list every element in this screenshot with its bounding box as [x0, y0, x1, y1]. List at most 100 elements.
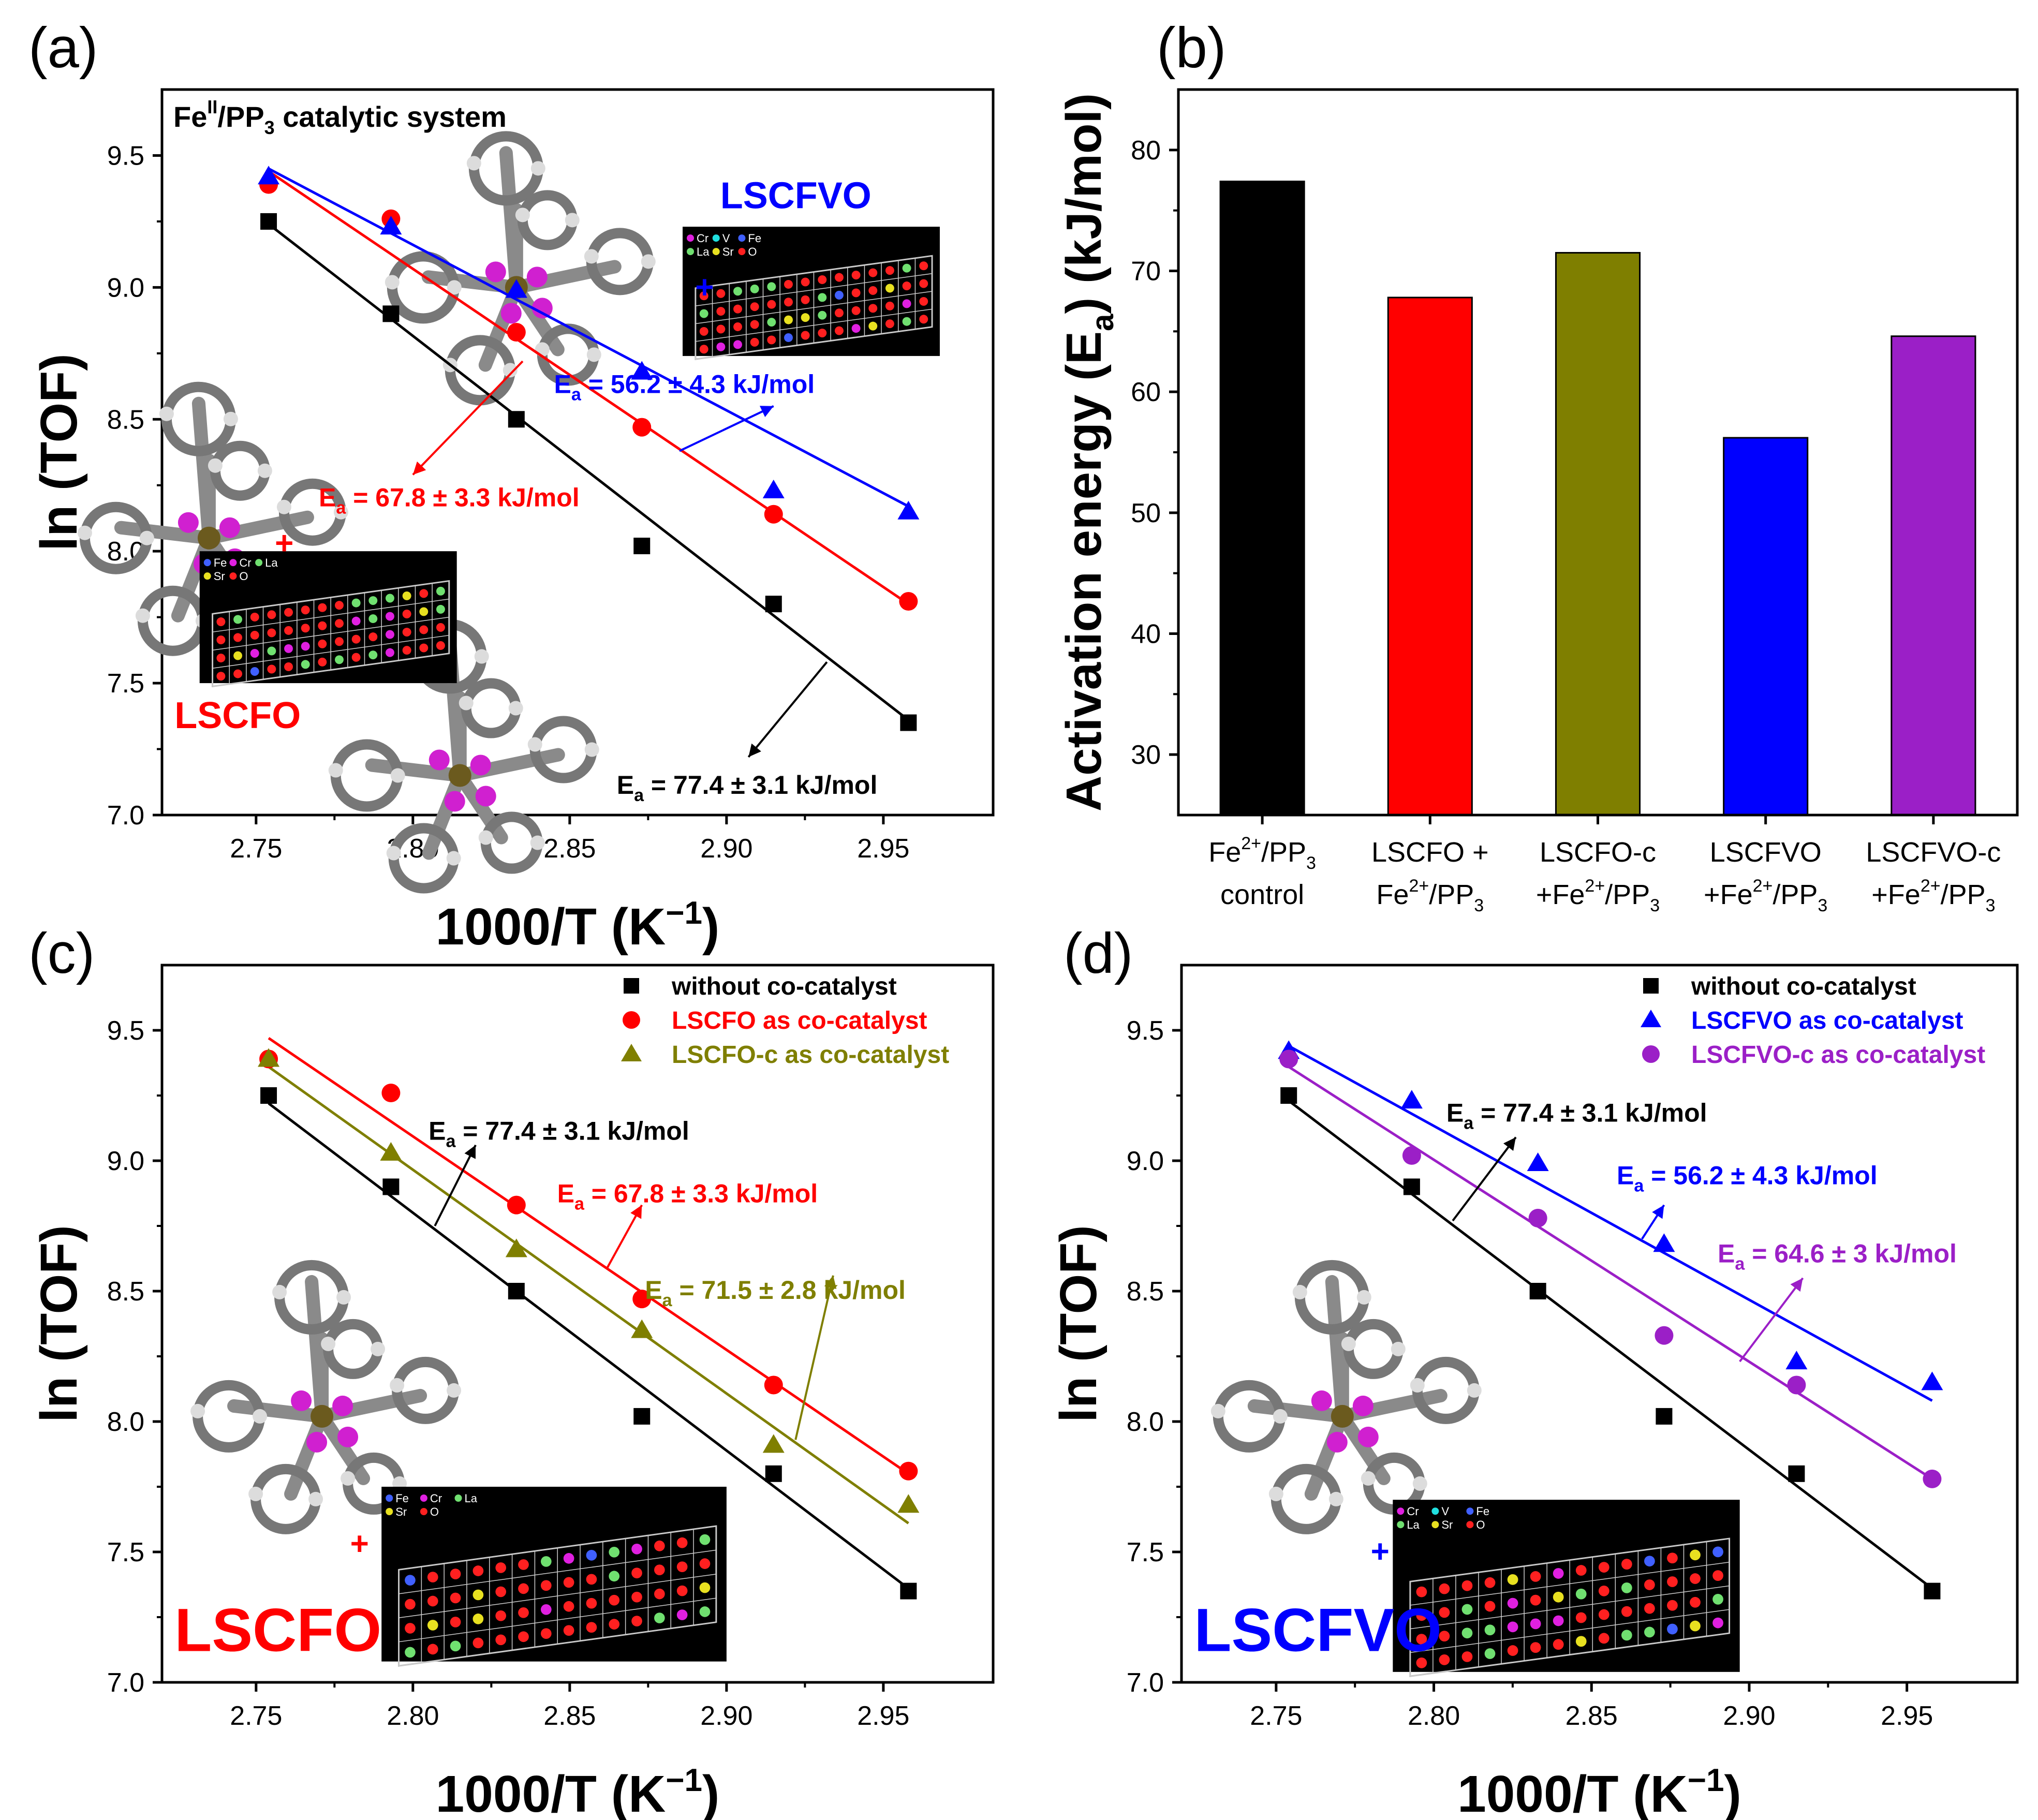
inset-legend-label: Sr	[395, 1505, 407, 1518]
material-label: LSCFO	[174, 1596, 381, 1665]
inset-legend-label: Cr	[430, 1492, 442, 1505]
y-tick-label: 8.0	[1127, 1407, 1164, 1437]
inset-legend-dot	[203, 559, 211, 567]
annotation-arrow-head	[1652, 1205, 1664, 1219]
data-point-s0-p1	[382, 305, 400, 322]
crystal-structure-inset: Fe Cr La Sr O	[199, 551, 457, 688]
data-point-s2-p4	[762, 1434, 785, 1453]
category-label-line1: Fe2+/PP3	[1208, 834, 1316, 873]
y-tick-label: 80	[1131, 136, 1161, 166]
panel-a: (a)2.75 2.80 2.85 2.90 2.957.07.58.08.59.09.…	[28, 16, 995, 956]
x-tick-label: 2.90	[700, 1701, 752, 1731]
data-point-s0-p3	[1656, 1408, 1673, 1425]
inset-legend-dot	[203, 572, 211, 580]
y-tick-label: 9.0	[107, 273, 144, 303]
inset-legend-dot	[738, 248, 746, 256]
y-tick-label: 7.5	[1127, 1537, 1164, 1567]
fit-line-0	[268, 1102, 909, 1590]
category-label-line1: LSCFO-c	[1540, 837, 1656, 868]
panel-d: (d) 2.75 2.80 2.85 2.90 2.95 7.0 7.5 8.0 8.5 9.0 9.…	[1050, 922, 2019, 1820]
data-point-s1-p5	[899, 592, 918, 611]
annotation-arrow-head	[412, 461, 426, 475]
data-point-s2-p5	[897, 1494, 920, 1513]
crystal-structure-inset: Fe Cr La Sr O	[381, 1487, 727, 1667]
y-tick-label: 7.0	[107, 1668, 144, 1698]
data-point-s1-p2	[507, 323, 526, 342]
annotation-arrow-head	[748, 743, 761, 757]
annotation-arrow-line	[679, 405, 774, 452]
plus-sign: +	[275, 525, 293, 561]
x-tick-label: 2.95	[857, 834, 909, 864]
inset-legend-label: O	[430, 1505, 439, 1518]
legend-label: without co-catalyst	[671, 973, 897, 1000]
fit-line-2	[1288, 1066, 1933, 1480]
x-tick-label: 2.80	[387, 1701, 439, 1731]
annotation-arrow-line	[434, 1144, 477, 1226]
y-tick-label: 7.0	[1127, 1668, 1164, 1698]
fit-line-2	[268, 167, 909, 508]
inset-legend-label: Fe	[214, 556, 227, 569]
annotation-arrow-line	[747, 661, 828, 758]
x-tick-label: 2.95	[1881, 1701, 1933, 1731]
data-point-s0-p1	[382, 1178, 400, 1195]
data-point-s0-p1	[1403, 1178, 1420, 1195]
data-point-s1-p3	[1653, 1233, 1675, 1252]
data-point-s2-p2	[1528, 1208, 1547, 1227]
molecule-icon	[190, 1260, 462, 1534]
inset-legend-dot	[420, 1495, 427, 1502]
data-point-s2-p0	[1279, 1049, 1298, 1069]
bar-1	[1387, 297, 1473, 816]
bar-3	[1723, 437, 1809, 816]
x-tick-label: 2.95	[857, 1701, 909, 1731]
fit-line-1	[268, 1037, 909, 1475]
inset-legend-label: La	[265, 556, 278, 569]
fit-line-0	[268, 223, 909, 721]
annotation-activation-energy: Ea = 71.5 ± 2.8 kJ/mol	[645, 1276, 906, 1310]
fit-line-0	[1288, 1100, 1933, 1590]
plus-sign: +	[350, 1526, 369, 1562]
legend-marker-2	[621, 1044, 642, 1061]
category-label-line2: Fe2+/PP3	[1376, 876, 1484, 915]
data-point-s1-p5	[1921, 1371, 1943, 1390]
inset-background	[199, 551, 457, 684]
annotation-arrow-head	[630, 1205, 642, 1219]
data-point-s1-p3	[632, 1290, 652, 1309]
data-point-s0-p3	[633, 537, 651, 554]
panel-label: (c)	[28, 922, 95, 985]
data-point-s2-p2	[505, 279, 527, 298]
annotation-activation-energy: Ea = 67.8 ± 3.3 kJ/mol	[319, 483, 580, 518]
annotation-arrow-head	[1503, 1137, 1516, 1151]
annotation-activation-energy: Ea = 77.4 ± 3.1 kJ/mol	[617, 771, 878, 805]
inset-legend-label: Fe	[395, 1492, 409, 1505]
data-point-s1-p1	[1400, 1090, 1423, 1109]
data-point-s2-p3	[631, 1319, 653, 1338]
data-point-s2-p2	[505, 1238, 527, 1257]
legend-label: LSCFO-c as co-catalyst	[672, 1041, 949, 1069]
legend-label: LSCFVO-c as co-catalyst	[1691, 1041, 1985, 1069]
panel-label: (a)	[28, 16, 98, 80]
bar-2	[1555, 251, 1641, 816]
data-point-s0-p2	[1529, 1283, 1546, 1299]
legend-marker-0	[624, 978, 639, 994]
data-point-s0-p0	[1280, 1087, 1297, 1104]
data-point-s0-p5	[1924, 1582, 1941, 1600]
legend-label: without co-catalyst	[1691, 973, 1916, 1000]
data-point-s2-p1	[380, 216, 402, 235]
inset-legend-label: O	[239, 570, 248, 583]
data-point-s2-p3	[631, 361, 653, 380]
plot-frame	[160, 88, 995, 817]
inset-legend-dot	[687, 234, 695, 242]
legend-marker-0	[1643, 978, 1659, 994]
inset-legend-label: O	[748, 245, 757, 258]
inset-legend-dot	[1466, 1507, 1474, 1515]
inset-legend-dot	[229, 559, 237, 567]
annotation-activation-energy: Ea = 56.2 ± 4.3 kJ/mol	[1617, 1161, 1878, 1195]
data-point-s1-p4	[764, 505, 783, 524]
inset-legend-dot	[1397, 1521, 1405, 1529]
inset-legend-dot	[1431, 1507, 1439, 1515]
plot-frame	[160, 964, 995, 1684]
y-tick-label: 9.5	[107, 1016, 144, 1046]
category-label-line1: LSCFO +	[1371, 837, 1489, 868]
inset-legend-label: Sr	[1441, 1518, 1453, 1531]
material-label: LSCFVO	[1194, 1596, 1442, 1665]
